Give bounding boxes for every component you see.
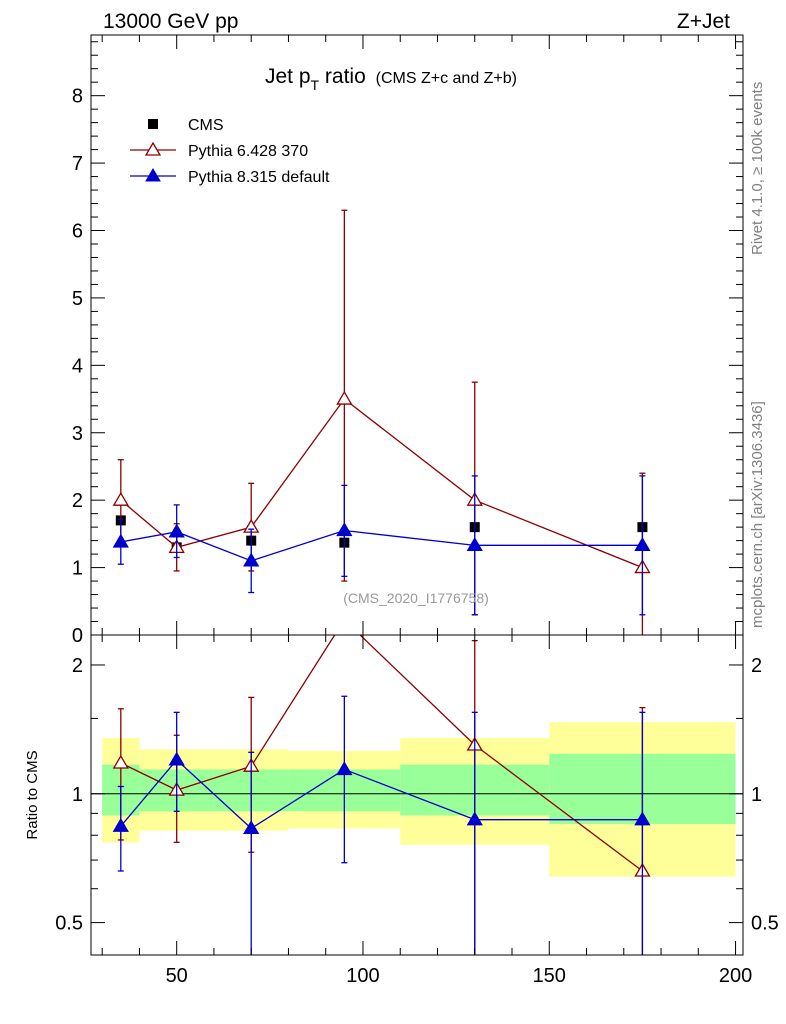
ratio-mc-point: [243, 820, 260, 835]
main-series-line: [120, 529, 643, 562]
process-label: Z+Jet: [677, 10, 730, 33]
ratio-ytick-label: 0.5: [55, 913, 83, 935]
main-mc-point: [336, 390, 353, 405]
main-plot-marks: [112, 209, 651, 635]
main-mc-point: [112, 533, 129, 548]
ratio-series-line: [120, 634, 643, 872]
legend: CMS Pythia 6.428 370 Pythia 8.315 defaul…: [130, 117, 330, 186]
rivet-label: Rivet 4.1.0, ≥ 100k events: [749, 82, 766, 255]
main-ytick-label: 4: [72, 355, 83, 377]
main-ytick-label: 1: [72, 558, 83, 580]
ratio-xtick-label: 50: [166, 965, 188, 987]
ratio-panel: 0.5 0.5 1 1 2 2 50 100 150 200 Ratio to CMS: [24, 634, 779, 987]
ratio-mc-point: [336, 761, 353, 776]
main-panel: 0 1 2 3 4 5 6 7 8 Jet pT ratio (CMS Z+c and Z+b)…: [72, 34, 744, 647]
main-mc-point: [336, 522, 353, 537]
ratio-xtick-label: 150: [533, 965, 566, 987]
main-title-rest: ratio: [319, 65, 366, 88]
ratio-ytick-label-right: 2: [751, 655, 762, 677]
main-mc-point: [112, 491, 129, 506]
watermark: (CMS_2020_I1776758): [343, 590, 489, 606]
ratio-mc-point: [168, 751, 185, 766]
legend-label-pythia6: Pythia 6.428 370: [188, 143, 308, 160]
legend-label-pythia8: Pythia 8.315 default: [188, 169, 330, 186]
main-ytick-label: 2: [72, 490, 83, 512]
ratio-ytick-label-right: 0.5: [751, 913, 779, 935]
legend-marker-pythia8: [145, 168, 161, 182]
ratio-mc-point: [112, 754, 129, 769]
ratio-ytick-label: 2: [72, 655, 83, 677]
main-ytick-label: 6: [72, 221, 83, 243]
ratio-uncertainty-bands: [102, 722, 736, 877]
ratio-series-line: [120, 759, 643, 829]
main-ytick-label: 5: [72, 288, 83, 310]
main-mc-point: [168, 523, 185, 538]
main-title-sub: T: [311, 77, 320, 93]
legend-marker-pythia6: [144, 141, 162, 156]
main-title: Jet pT ratio (CMS Z+c and Z+b): [265, 65, 517, 93]
main-ytick-label: 7: [72, 153, 83, 175]
ratio-mc-point: [112, 817, 129, 832]
ratio-plot-frame: [90, 634, 744, 956]
legend-label-cms: CMS: [188, 117, 224, 134]
ratio-axis-ticks: 0.5 0.5 1 1 2 2 50 100 150 200: [55, 635, 779, 987]
main-series-line: [120, 398, 643, 569]
energy-label: 13000 GeV pp: [103, 10, 238, 33]
main-ytick-label: 3: [72, 423, 83, 445]
main-mc-point: [634, 537, 651, 551]
main-title-paren: (CMS Z+c and Z+b): [376, 70, 517, 87]
ratio-plot-marks: [112, 634, 651, 955]
main-ytick-label: 0: [72, 625, 83, 647]
ratio-mc-point: [634, 811, 651, 826]
main-mc-point: [466, 537, 483, 551]
ratio-xtick-label: 200: [719, 965, 752, 987]
mcplots-label: mcplots.cern.ch [arXiv:1306.3436]: [749, 401, 766, 628]
main-ytick-label: 8: [72, 86, 83, 108]
ratio-ytick-label-right: 1: [751, 784, 762, 806]
main-title-main: Jet p: [265, 65, 311, 88]
ratio-xtick-label: 100: [346, 965, 379, 987]
main-axis-ticks: 0 1 2 3 4 5 6 7 8: [72, 35, 743, 647]
ratio-mc-point: [466, 811, 483, 826]
legend-marker-cms: [148, 119, 158, 129]
ratio-ytick-label: 1: [72, 784, 83, 806]
ratio-ylabel: Ratio to CMS: [24, 750, 41, 839]
main-mc-point: [243, 552, 260, 567]
